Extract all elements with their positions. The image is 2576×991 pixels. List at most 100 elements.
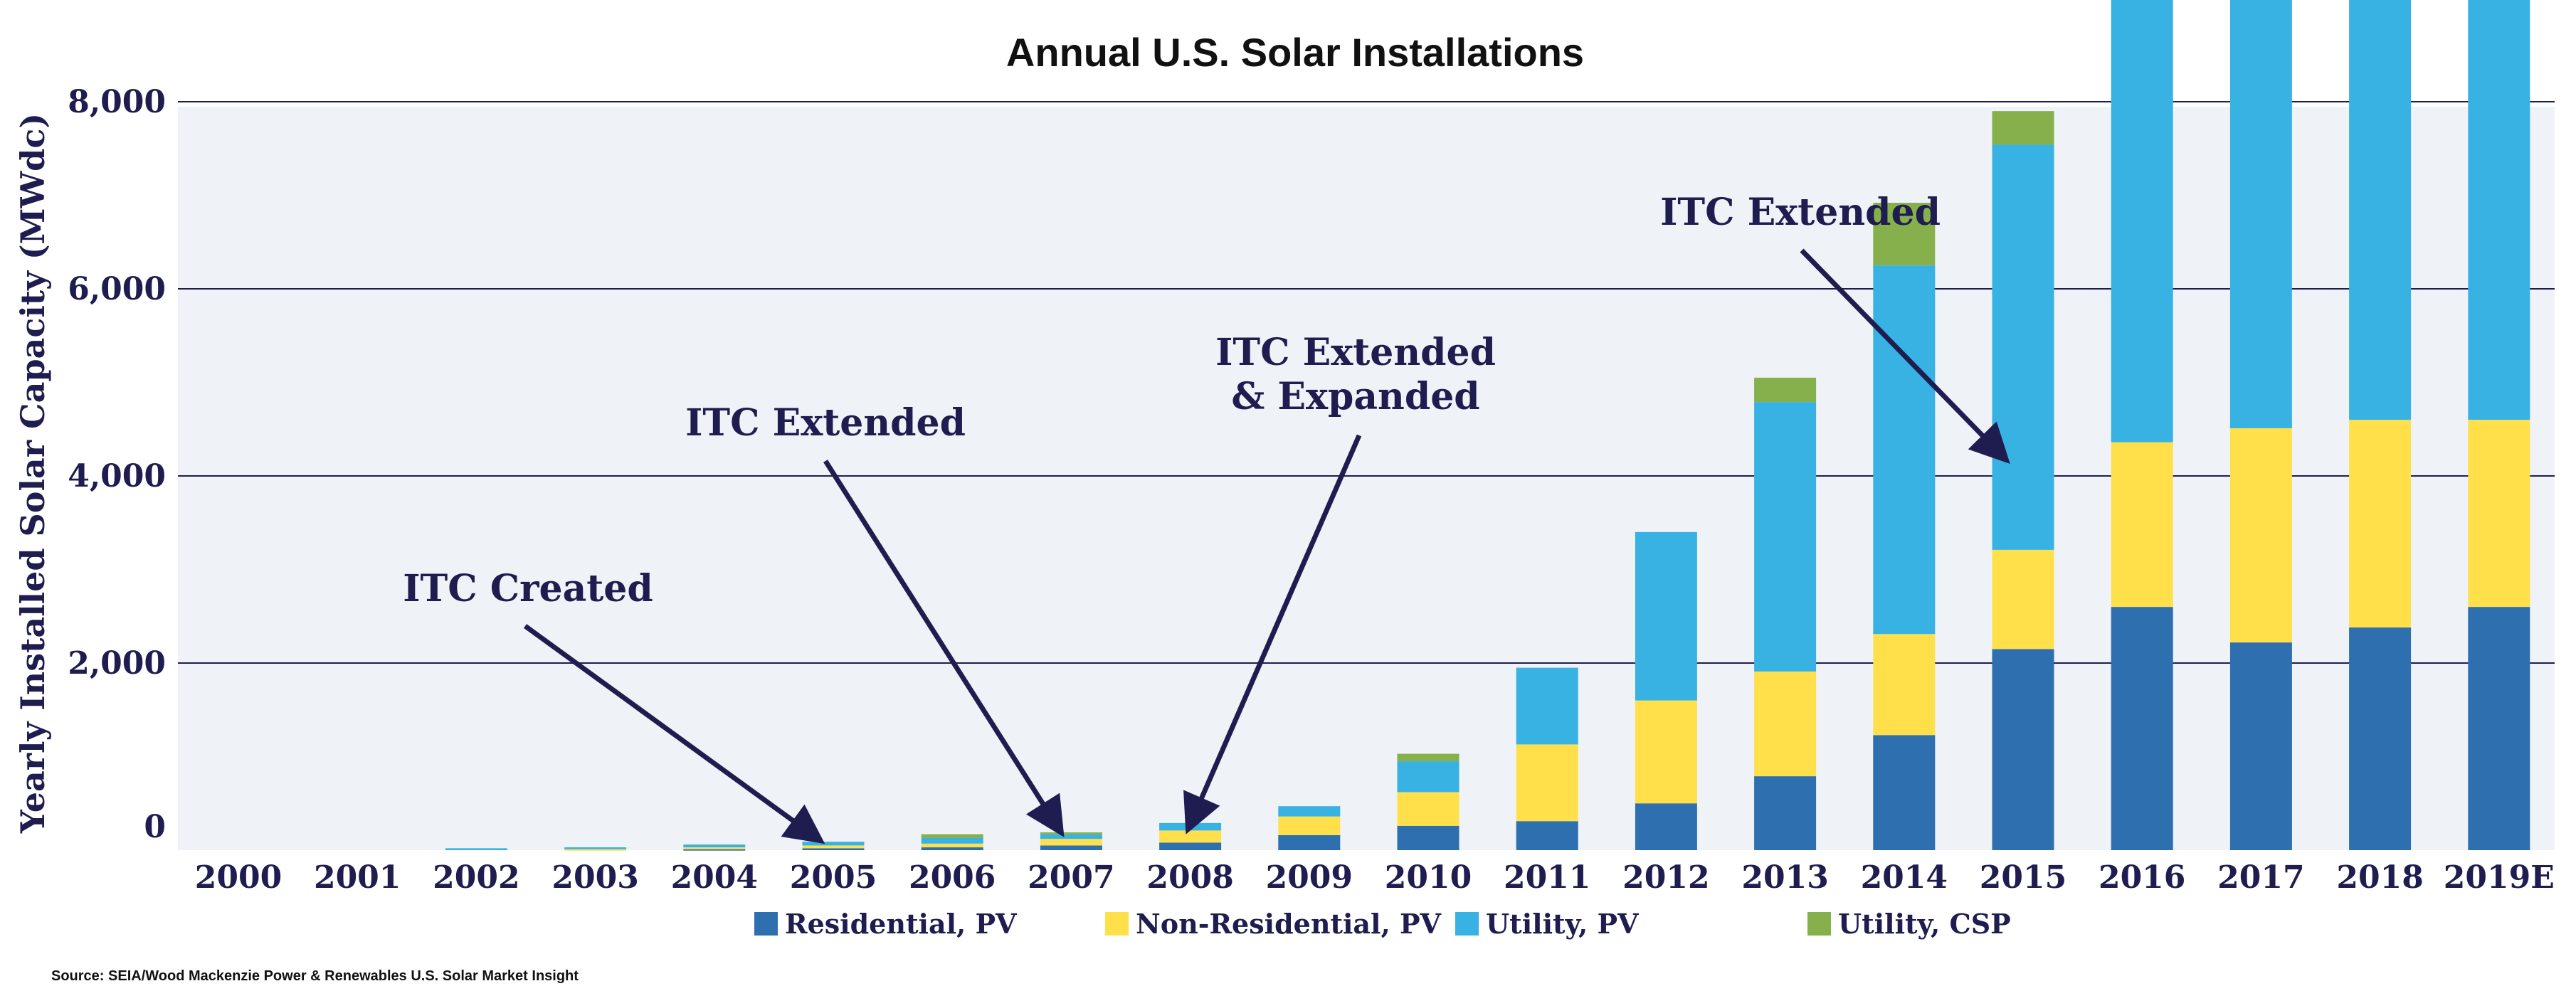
bar-segment xyxy=(2111,0,2173,442)
annotation-label: ITC Extended xyxy=(1660,191,1941,234)
bar-segment xyxy=(445,848,507,850)
legend-swatch xyxy=(754,912,778,936)
bar-segment xyxy=(1516,667,1578,745)
x-tick-label: 2003 xyxy=(551,859,638,896)
x-tick-label: 2004 xyxy=(671,859,758,896)
y-tick-label: 2,000 xyxy=(68,645,166,682)
bar-segment xyxy=(1873,203,1936,266)
x-tick-label: 2015 xyxy=(1980,859,2066,896)
bar-segment xyxy=(683,849,746,851)
bar-segment xyxy=(683,847,746,849)
x-tick-label: 2009 xyxy=(1266,859,1353,896)
bar-segment xyxy=(1754,402,1817,672)
x-tick-label: 2011 xyxy=(1504,859,1590,896)
legend: Residential, PV Non-Residential, PV Utilit… xyxy=(754,908,2011,940)
bar-segment xyxy=(1873,735,1936,850)
legend-label: Non-Residential, PV xyxy=(1136,908,1442,940)
bar-segment xyxy=(2349,627,2412,850)
bar-segment xyxy=(802,848,865,850)
chart-title: Annual U.S. Solar Installations xyxy=(1006,30,1584,75)
annotation-arrow xyxy=(523,624,825,844)
bar-segment xyxy=(1397,753,1459,762)
bar-segment xyxy=(921,837,983,844)
bar-segment xyxy=(921,843,983,848)
annotation-arrow xyxy=(823,460,1065,837)
bar-segment xyxy=(1040,832,1102,834)
y-tick-label: 0 xyxy=(144,809,166,845)
bar-segment xyxy=(2229,0,2292,428)
legend-label: Utility, CSP xyxy=(1838,908,2011,940)
x-tick-label: 2002 xyxy=(433,859,519,896)
bar-segment xyxy=(1040,834,1102,839)
x-tick-label: 2008 xyxy=(1146,859,1233,896)
x-tick-label: 2019E xyxy=(2444,859,2555,896)
legend-swatch xyxy=(1807,912,1831,936)
bar-segment xyxy=(1516,821,1578,850)
bar-segment xyxy=(1992,549,2054,650)
x-tick-label: 2013 xyxy=(1741,859,1828,896)
bars xyxy=(445,0,2530,851)
bar-segment xyxy=(802,842,865,846)
bar-segment xyxy=(921,847,983,850)
bar-segment xyxy=(2229,428,2292,643)
annotation-arrow xyxy=(1800,248,2010,465)
bar-segment xyxy=(1873,265,1936,635)
y-tick-label: 4,000 xyxy=(68,458,166,494)
annotation-label: ITC Created xyxy=(403,567,653,610)
bar-segment xyxy=(1397,761,1459,793)
legend-swatch xyxy=(1455,912,1479,936)
bar-segment xyxy=(1159,842,1222,850)
bar-segment xyxy=(1635,700,1697,804)
x-tick-label: 2016 xyxy=(2099,859,2185,896)
bar-segment xyxy=(1040,839,1102,846)
bar-segment xyxy=(1992,111,2054,145)
x-tick-label: 2010 xyxy=(1385,859,1472,896)
bar-segment xyxy=(2349,0,2412,420)
bar-segment xyxy=(1754,377,1817,403)
bar-segment xyxy=(1754,671,1817,777)
bar-segment xyxy=(1635,803,1697,850)
annotation-label: & Expanded xyxy=(1231,375,1479,418)
x-tick-label: 2000 xyxy=(195,859,282,896)
legend-swatch xyxy=(1105,912,1129,936)
bar-segment xyxy=(2111,607,2173,850)
bar-segment xyxy=(564,849,627,851)
x-tick-label: 2006 xyxy=(909,859,996,896)
bar-segment xyxy=(2468,607,2530,850)
x-tick-label: 2007 xyxy=(1028,859,1114,896)
annotation-label: ITC Extended xyxy=(685,401,966,445)
x-axis-ticks: 2000 2001 2002 2003 2004 2005 2006 2007 2008 2009… xyxy=(195,859,2555,896)
bar-segment xyxy=(1992,649,2054,850)
bar-segment xyxy=(683,844,746,848)
bar-segment xyxy=(1873,634,1936,736)
legend-label: Utility, PV xyxy=(1486,908,1640,940)
bar-segment xyxy=(1992,144,2054,550)
bar-segment xyxy=(1635,531,1697,701)
bar-segment xyxy=(1397,825,1459,850)
bar-segment xyxy=(2229,642,2292,850)
annotation-label: ITC Extended xyxy=(1215,331,1496,374)
bar-segment xyxy=(2468,0,2530,420)
bar-segment xyxy=(1278,806,1341,817)
y-tick-label: 6,000 xyxy=(68,271,166,307)
bar-segment xyxy=(802,845,865,849)
legend-label: Residential, PV xyxy=(785,908,1018,940)
x-tick-label: 2017 xyxy=(2217,859,2304,896)
bar-segment xyxy=(1397,792,1459,826)
plot-area xyxy=(178,107,2555,850)
source-note: Source: SEIA/Wood Mackenzie Power & Rene… xyxy=(51,968,579,984)
bar-segment xyxy=(1754,776,1817,850)
x-tick-label: 2012 xyxy=(1622,859,1709,896)
bar-segment xyxy=(921,834,983,838)
annotation-arrow xyxy=(1183,434,1362,834)
y-axis-label: Yearly Installed Solar Capacity (MWdc) xyxy=(14,113,52,834)
bar-segment xyxy=(1159,830,1222,843)
bar-segment xyxy=(2468,420,2530,608)
bar-segment xyxy=(1040,845,1102,850)
bar-segment xyxy=(1516,744,1578,822)
y-tick-label: 8,000 xyxy=(68,84,166,120)
bar-segment xyxy=(2111,442,2173,608)
